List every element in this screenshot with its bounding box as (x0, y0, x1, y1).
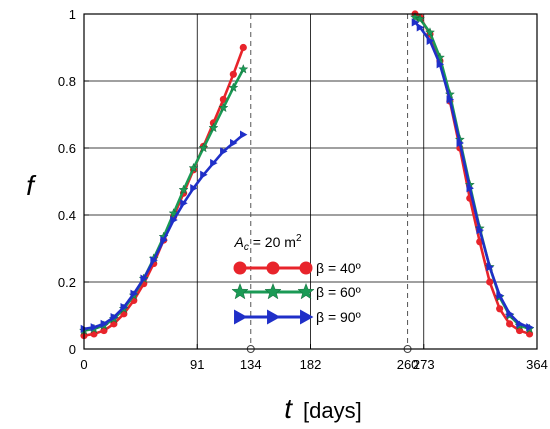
data-point (188, 162, 199, 173)
data-point (486, 262, 494, 272)
data-point (506, 309, 514, 318)
data-point (234, 309, 248, 325)
data-point (140, 274, 148, 283)
series-triangle (80, 18, 534, 334)
data-point (411, 18, 420, 27)
data-point (210, 158, 218, 168)
reference-lines (246, 14, 412, 353)
data-point (198, 142, 209, 153)
data-point (486, 278, 494, 286)
data-point (506, 320, 514, 328)
data-point (233, 261, 247, 275)
data-point (516, 319, 524, 329)
data-point (476, 225, 484, 235)
tick-labels: 0 91 182 273 364 0 0.2 0.4 0.6 0.8 1 134 260 (58, 7, 548, 372)
data-point (178, 184, 189, 195)
y-tick-label: 0.2 (58, 275, 76, 290)
legend-label: β = 40º (316, 260, 361, 276)
data-point (300, 309, 314, 325)
data-point (267, 309, 281, 325)
data-point (264, 282, 282, 300)
y-tick-label: 1 (69, 7, 76, 22)
x-tick-label: 182 (300, 357, 322, 372)
data-point (231, 282, 249, 300)
series-line (414, 12, 530, 336)
y-tick-label: 0.4 (58, 208, 76, 223)
data-point (299, 261, 313, 275)
data-point (218, 102, 229, 113)
y-tick-label: 0 (69, 342, 76, 357)
data-point (526, 323, 534, 332)
data-point (180, 199, 188, 208)
x-tick-label: 0 (80, 357, 87, 372)
data-point (150, 256, 158, 265)
data-point (436, 60, 445, 69)
legend-entry: β = 60º (231, 282, 361, 300)
data-point (239, 43, 247, 52)
series-line (83, 47, 245, 337)
data-point (200, 170, 208, 179)
legend-label: β = 60º (316, 284, 361, 300)
x-tick-label: 91 (190, 357, 204, 372)
data-point (130, 289, 138, 298)
x-tick-label: 364 (526, 357, 548, 372)
data-point (496, 291, 504, 300)
data-point (410, 12, 421, 22)
data-point (219, 95, 227, 104)
data-point (229, 70, 237, 78)
data-point (100, 319, 109, 329)
data-point (190, 184, 198, 193)
plot-frame (83, 13, 538, 350)
x-tick-label: 273 (413, 357, 435, 372)
series-line (414, 21, 530, 329)
series-layer (79, 10, 535, 340)
data-point (416, 23, 425, 32)
y-axis-title: f (26, 170, 37, 201)
data-point (466, 184, 474, 193)
data-point (456, 138, 464, 148)
y-tick-label: 0.8 (58, 74, 76, 89)
x-axis-title: t (284, 393, 293, 424)
data-point (266, 261, 280, 275)
data-point (415, 13, 426, 24)
data-point (120, 302, 128, 312)
data-point (168, 208, 179, 218)
data-point (496, 305, 504, 313)
data-point (160, 235, 168, 245)
data-point (90, 323, 99, 332)
legend-entry: β = 40º (233, 260, 361, 276)
data-point (238, 64, 249, 74)
data-point (297, 282, 315, 300)
y-tick-label: 0.6 (58, 141, 76, 156)
legend-title: Ac = 20 m2 (234, 233, 302, 253)
data-point (424, 27, 435, 37)
vline-label: 134 (240, 357, 262, 372)
data-point (426, 36, 435, 45)
data-point (239, 130, 248, 139)
data-point (220, 147, 228, 156)
data-point (446, 95, 455, 104)
vline-label: 260 (397, 357, 419, 372)
x-axis-unit: [days] (303, 398, 362, 423)
legend: Ac = 20 m2 β = 40º β = 60º β = 90º (231, 233, 361, 325)
data-point (170, 215, 178, 225)
data-point (208, 122, 219, 133)
data-point (110, 313, 119, 322)
data-point (228, 82, 239, 92)
data-point (230, 138, 238, 148)
legend-label: β = 90º (316, 309, 361, 325)
legend-entry: β = 90º (234, 309, 361, 325)
